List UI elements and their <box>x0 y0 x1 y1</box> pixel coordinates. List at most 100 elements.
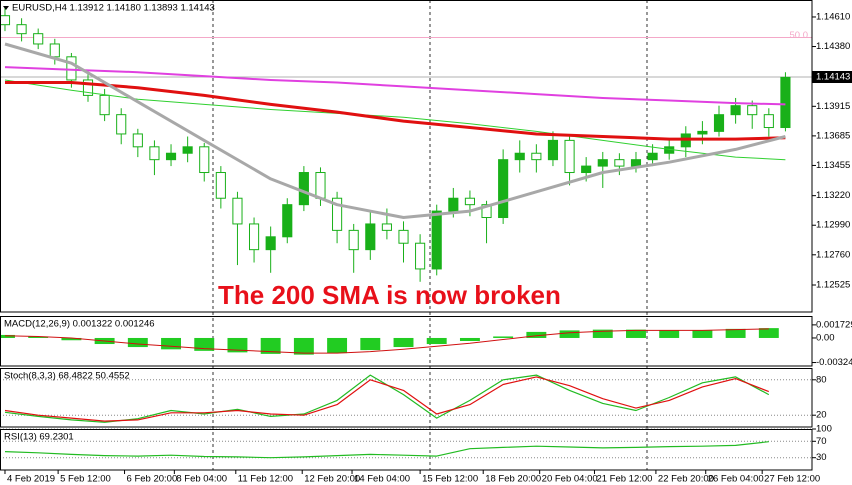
histogram-bar <box>194 337 215 351</box>
candle-body <box>431 210 442 270</box>
x-tick-label: 26 Feb 04:00 <box>708 474 764 485</box>
candle-body <box>116 114 127 135</box>
y-tick-label: 1.12990 <box>816 220 850 231</box>
candle-body <box>298 172 309 206</box>
panel-frame <box>0 316 813 367</box>
indicator-line <box>5 81 786 141</box>
x-tick-label: 6 Feb 20:00 <box>127 474 178 485</box>
candle-body <box>464 197 475 206</box>
indicator-label: MACD(12,26,9) 0.001322 0.001246 <box>4 319 155 330</box>
x-tick-label: 8 Feb 04:00 <box>176 474 227 485</box>
candle-body <box>514 152 525 161</box>
y-tick-label: 1.14610 <box>816 11 850 22</box>
histogram-bar <box>692 330 713 338</box>
histogram-bar <box>161 337 181 350</box>
indicator-label: Stoch(8,3,3) 68.4822 50.4552 <box>4 371 130 382</box>
candle-body <box>332 197 343 231</box>
y-tick-label: 30 <box>816 452 827 463</box>
candle-body <box>182 146 193 154</box>
histogram-bar <box>592 329 613 338</box>
histogram-bar <box>0 334 15 338</box>
y-tick-label: -0.003243 <box>816 357 852 368</box>
y-tick-label: 0.00 <box>816 332 835 343</box>
candle-body <box>33 33 44 45</box>
histogram-bar <box>725 328 746 338</box>
x-tick-label: 20 Feb 04:00 <box>542 474 598 485</box>
x-tick-label: 4 Feb 2019 <box>7 474 55 485</box>
candle-body <box>415 242 426 270</box>
y-tick-label: 70 <box>816 436 827 447</box>
candle-body <box>398 229 409 244</box>
histogram-bar <box>493 336 514 338</box>
x-tick-label: 18 Feb 20:00 <box>485 474 541 485</box>
candle-body <box>165 152 177 161</box>
candle-body <box>16 24 27 35</box>
histogram-bar <box>626 329 646 338</box>
candle-body <box>0 15 11 26</box>
candle-body <box>49 43 60 58</box>
indicator-line <box>4 376 770 422</box>
indicator-line <box>4 42 786 219</box>
x-tick-label: 14 Feb 04:00 <box>354 474 410 485</box>
y-tick-label: 1.12760 <box>816 249 850 260</box>
chart-title: EURUSD,H4 1.13912 1.14180 1.13893 1.1414… <box>12 3 215 14</box>
last-price-box <box>812 71 852 84</box>
panel-frame <box>0 429 813 471</box>
histogram-bar <box>360 337 381 351</box>
histogram-bar <box>293 337 314 355</box>
candle-body <box>66 56 77 81</box>
histogram-bar <box>393 337 414 348</box>
candle-body <box>265 236 276 251</box>
fib-level-label: 50.0 <box>790 30 809 41</box>
histogram-bar <box>659 330 680 338</box>
symbol-icon <box>3 6 9 10</box>
panel-frame <box>0 0 813 313</box>
histogram-bar <box>426 337 447 345</box>
candle-body <box>564 139 575 174</box>
candle-body <box>763 114 774 129</box>
x-tick-label: 15 Feb 12:00 <box>422 474 478 485</box>
y-tick-label: 20 <box>816 410 827 421</box>
histogram-bar <box>61 337 82 341</box>
candle-body <box>315 172 326 199</box>
histogram-bar <box>127 337 148 348</box>
candle-body <box>282 204 293 238</box>
candle-body <box>232 197 243 225</box>
histogram-bar <box>758 328 779 338</box>
candle-body <box>149 146 160 161</box>
candle-body <box>630 159 642 167</box>
panel-frame <box>0 368 813 428</box>
candle-body <box>99 94 110 116</box>
annotation: The 200 SMA is now broken <box>218 280 561 310</box>
x-tick-label: 22 Feb 20:00 <box>658 474 714 485</box>
candle-body <box>348 229 359 251</box>
histogram-bar <box>459 337 480 341</box>
histogram-bar <box>28 336 49 338</box>
candle-body <box>597 159 608 167</box>
indicator-line <box>4 441 769 459</box>
y-tick-label: 1.13455 <box>816 160 850 171</box>
candle-body <box>215 172 226 199</box>
candle-body <box>547 139 559 161</box>
candle-body <box>448 197 459 212</box>
x-tick-label: 11 Feb 12:00 <box>238 474 293 485</box>
candle-body <box>647 152 658 161</box>
candle-body <box>481 204 492 219</box>
candle-body <box>697 130 708 135</box>
y-tick-label: 1.14380 <box>816 41 850 52</box>
histogram-bar <box>227 337 248 353</box>
candle-body <box>614 159 625 167</box>
indicator-line <box>4 66 786 106</box>
candle-body <box>498 159 509 219</box>
x-tick-label: 27 Feb 12:00 <box>764 474 820 485</box>
y-tick-label: 1.13685 <box>816 130 850 141</box>
candle-body <box>730 105 741 116</box>
candle-body <box>132 133 143 148</box>
x-tick-label: 12 Feb 20:00 <box>304 474 360 485</box>
histogram-bar <box>526 331 547 338</box>
last-price-label: 1.14143 <box>816 72 850 83</box>
candle-body <box>531 152 542 161</box>
